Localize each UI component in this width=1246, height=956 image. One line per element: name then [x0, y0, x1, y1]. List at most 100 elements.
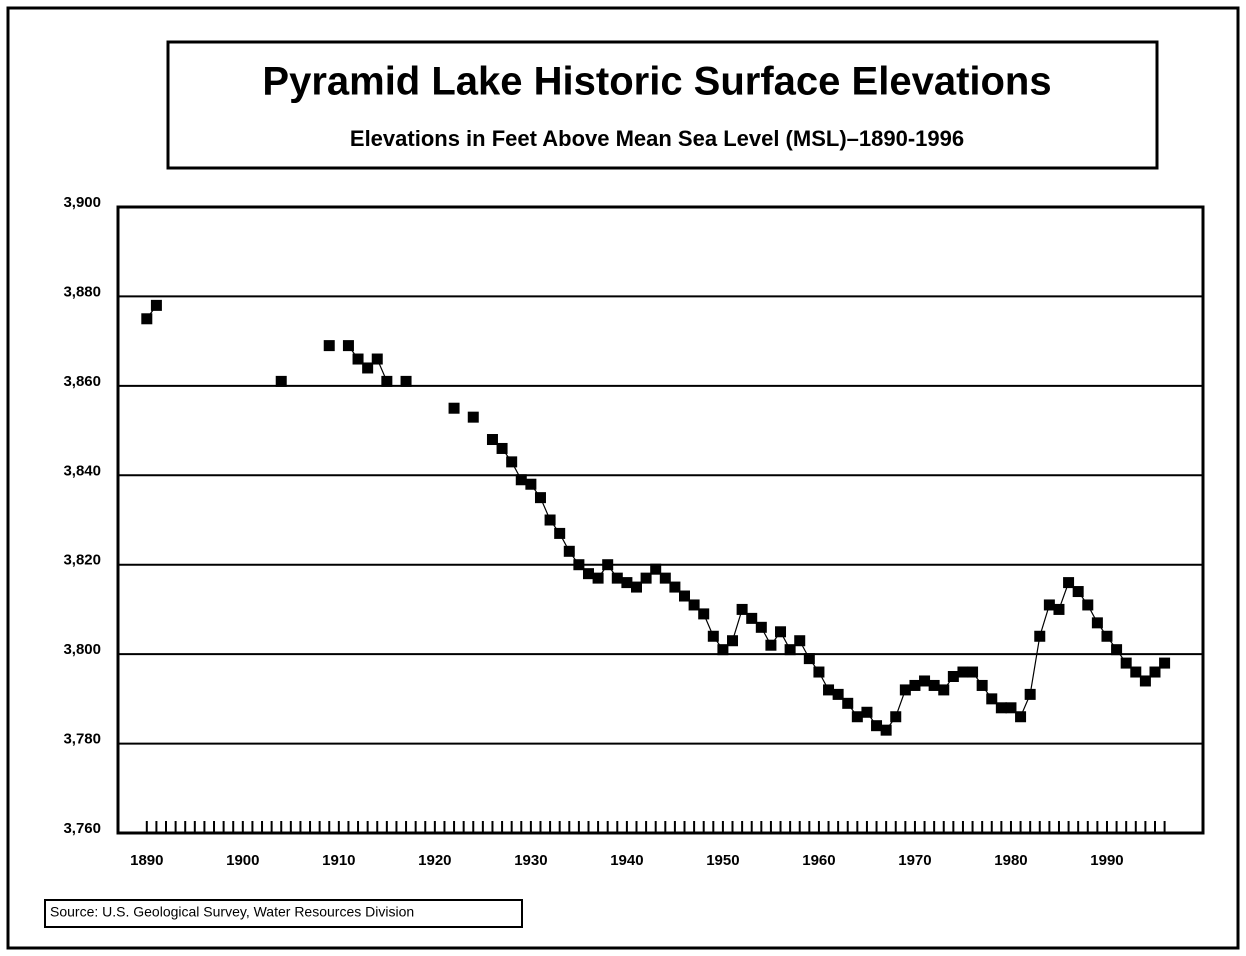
marker	[986, 693, 998, 705]
marker	[352, 353, 364, 365]
x-tick-label: 1950	[706, 852, 739, 869]
marker	[1082, 599, 1094, 611]
marker	[448, 402, 460, 414]
marker	[467, 411, 479, 423]
marker	[775, 626, 787, 638]
y-tick-label: 3,760	[63, 820, 101, 837]
marker	[919, 675, 931, 687]
marker	[823, 684, 835, 696]
marker	[1043, 599, 1055, 611]
marker	[1159, 657, 1171, 669]
marker	[1120, 657, 1132, 669]
marker	[880, 724, 892, 736]
marker	[803, 653, 815, 665]
marker	[506, 456, 518, 468]
marker	[995, 702, 1007, 714]
marker	[381, 375, 393, 387]
marker	[486, 434, 498, 446]
marker	[976, 679, 988, 691]
marker	[736, 603, 748, 615]
marker	[323, 340, 335, 352]
marker	[957, 666, 969, 678]
marker	[938, 684, 950, 696]
marker	[813, 666, 825, 678]
marker	[890, 711, 902, 723]
y-tick-label: 3,880	[63, 283, 101, 300]
marker	[563, 545, 575, 557]
marker	[534, 492, 546, 504]
marker	[669, 581, 681, 593]
marker	[1024, 688, 1036, 700]
y-tick-label: 3,900	[63, 194, 101, 211]
marker	[899, 684, 911, 696]
marker	[1072, 586, 1084, 598]
marker	[698, 608, 710, 620]
marker	[1111, 644, 1123, 656]
plot-border	[116, 205, 1205, 835]
marker	[1101, 630, 1113, 642]
x-tick-label: 1940	[610, 852, 643, 869]
marker	[909, 679, 921, 691]
source: Source: U.S. Geological Survey, Water Re…	[50, 904, 414, 920]
x-tick-label: 1970	[898, 852, 931, 869]
marker	[727, 635, 739, 647]
x-tick-label: 1990	[1090, 852, 1123, 869]
marker	[150, 299, 162, 311]
marker	[640, 572, 652, 584]
y-tick-label: 3,820	[63, 552, 101, 569]
marker	[707, 630, 719, 642]
marker	[496, 442, 508, 454]
y-tick-label: 3,800	[63, 641, 101, 658]
marker	[400, 375, 412, 387]
marker	[582, 568, 594, 580]
marker	[784, 644, 796, 656]
marker	[1005, 702, 1017, 714]
marker	[851, 711, 863, 723]
marker	[659, 572, 671, 584]
marker	[765, 639, 777, 651]
x-tick-label: 1890	[130, 852, 163, 869]
marker	[1091, 617, 1103, 629]
marker	[1063, 577, 1075, 589]
marker	[602, 559, 614, 571]
marker	[141, 313, 153, 325]
marker	[842, 697, 854, 709]
marker	[1149, 666, 1161, 678]
y-tick-label: 3,780	[63, 731, 101, 748]
frame	[6, 6, 1240, 950]
marker	[928, 679, 940, 691]
x-tick-label: 1920	[418, 852, 451, 869]
marker	[679, 590, 691, 602]
marker	[794, 635, 806, 647]
marker	[755, 621, 767, 633]
x-tick-label: 1910	[322, 852, 355, 869]
marker	[554, 527, 566, 539]
marker	[967, 666, 979, 678]
chart-subtitle: Elevations in Feet Above Mean Sea Level …	[350, 126, 964, 151]
marker	[1053, 603, 1065, 615]
x-tick-label: 1900	[226, 852, 259, 869]
marker	[371, 353, 383, 365]
x-tick-label: 1960	[802, 852, 835, 869]
marker	[573, 559, 585, 571]
marker	[342, 340, 354, 352]
marker	[717, 644, 729, 656]
marker	[592, 572, 604, 584]
marker	[515, 474, 527, 486]
y-tick-label: 3,840	[63, 462, 101, 479]
marker	[1139, 675, 1151, 687]
source-box	[44, 899, 523, 928]
chart-title: Pyramid Lake Historic Surface Elevations	[262, 60, 1051, 104]
marker	[362, 362, 374, 374]
marker	[832, 688, 844, 700]
title-box	[166, 40, 1159, 170]
marker	[688, 599, 700, 611]
marker	[621, 577, 633, 589]
marker	[611, 572, 623, 584]
y-tick-label: 3,860	[63, 373, 101, 390]
marker	[1130, 666, 1142, 678]
marker	[871, 720, 883, 732]
marker	[525, 478, 537, 490]
